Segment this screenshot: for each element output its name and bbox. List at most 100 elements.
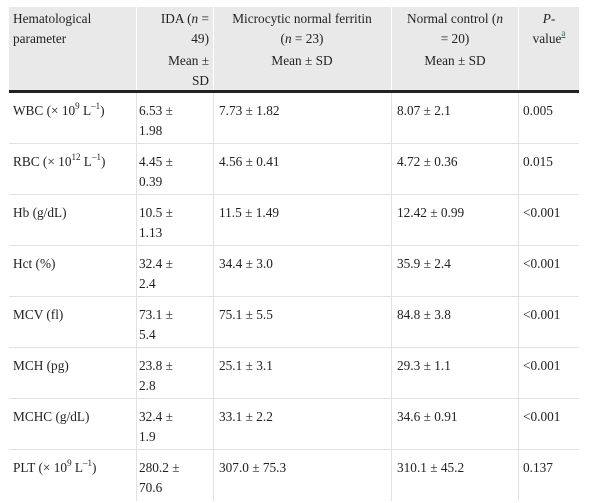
hematology-table: Hematological parameter IDA (n = 49) Mic… <box>9 7 579 501</box>
header-microcytic-paren: ( <box>280 30 285 46</box>
header-p-value: P- valuea <box>520 9 578 48</box>
parameter-unit: L <box>79 103 92 118</box>
table-row: Hct (%) 32.4 ± 2.4 34.4 ± 3.0 35.9 ± 2.4 <0.0… <box>9 246 579 297</box>
header-p-line1: P- <box>520 9 578 29</box>
header-microcytic-line2: (n = 23) <box>215 29 389 49</box>
ida-mean: 10.5 ± <box>139 205 173 220</box>
microcytic-value: 7.73 ± 1.82 <box>219 103 280 118</box>
ida-cell: 73.1 ± 5.4 <box>139 305 211 344</box>
header-parameter-line2: parameter <box>13 30 67 46</box>
header-parameter-line1: Hematological <box>13 11 92 26</box>
parameter-exponent: 9 <box>67 457 72 468</box>
microcytic-value: 34.4 ± 3.0 <box>219 256 273 271</box>
ida-sd: 0.39 <box>139 173 163 189</box>
ida-cell: 32.4 ± 1.9 <box>139 407 211 446</box>
ida-sd: 1.9 <box>139 428 156 444</box>
normal-control-value: 34.6 ± 0.91 <box>397 409 458 424</box>
ida-sd: 5.4 <box>139 326 156 342</box>
parameter-close: ) <box>100 154 106 169</box>
table-header: Hematological parameter IDA (n = 49) Mic… <box>9 7 579 90</box>
parameter-exponent: 9 <box>75 100 80 111</box>
p-value-cell: <0.001 <box>523 203 577 223</box>
microcytic-value: 25.1 ± 3.1 <box>219 358 273 373</box>
normal-control-cell: 84.8 ± 3.8 <box>397 305 517 325</box>
parameter-name: MCH (pg) <box>13 358 69 373</box>
microcytic-value: 33.1 ± 2.2 <box>219 409 273 424</box>
header-ida: IDA (n = 49) <box>139 9 209 48</box>
header-microcytic-count: = 23) <box>291 30 324 46</box>
parameter-cell: PLT (× 109 L–1) <box>13 458 133 478</box>
p-value-cell: 0.015 <box>523 152 577 172</box>
header-normal-text: Normal control ( <box>406 11 497 26</box>
normal-control-cell: 29.3 ± 1.1 <box>397 356 517 376</box>
p-value-cell: <0.001 <box>523 356 577 376</box>
p-value-cell: <0.001 <box>523 407 577 427</box>
header-p-line2: valuea <box>520 29 578 49</box>
table-row: PLT (× 109 L–1) 280.2 ± 70.6 307.0 ± 75.3 31… <box>9 450 579 501</box>
header-p-italic: P <box>542 11 551 26</box>
subheader-ida-line2: SD <box>192 72 209 88</box>
normal-control-cell: 12.42 ± 0.99 <box>397 203 517 223</box>
parameter-cell: MCV (fl) <box>13 305 133 325</box>
normal-control-value: 84.8 ± 3.8 <box>397 307 451 322</box>
ida-mean: 32.4 ± <box>139 409 173 424</box>
parameter-unit-exponent: –1 <box>91 151 101 162</box>
ida-cell: 23.8 ± 2.8 <box>139 356 211 395</box>
ida-mean: 6.53 ± <box>139 103 173 118</box>
parameter-cell: MCHC (g/dL) <box>13 407 133 427</box>
ida-sd: 70.6 <box>139 479 163 495</box>
parameter-name: WBC (× 10 <box>13 103 76 118</box>
normal-control-value: 29.3 ± 1.1 <box>397 358 451 373</box>
parameter-name: RBC (× 10 <box>13 154 72 169</box>
p-value: <0.001 <box>523 205 561 220</box>
table-row: MCH (pg) 23.8 ± 2.8 25.1 ± 3.1 29.3 ± 1.1 <0.… <box>9 348 579 399</box>
normal-control-value: 310.1 ± 45.2 <box>397 460 465 475</box>
ida-mean: 73.1 ± <box>139 307 173 322</box>
table-row: MCHC (g/dL) 32.4 ± 1.9 33.1 ± 2.2 34.6 ± 0.9… <box>9 399 579 450</box>
p-value: <0.001 <box>523 409 561 424</box>
microcytic-cell: 25.1 ± 3.1 <box>219 356 389 376</box>
p-value-cell: 0.005 <box>523 101 577 121</box>
parameter-cell: RBC (× 1012 L–1) <box>13 152 133 172</box>
subheader-normal: Mean ± SD <box>424 53 486 68</box>
parameter-exponent: 12 <box>71 151 81 162</box>
microcytic-cell: 4.56 ± 0.41 <box>219 152 389 172</box>
p-value: 0.015 <box>523 154 553 169</box>
parameter-unit: L <box>80 154 92 169</box>
parameter-name: Hct (%) <box>13 256 56 271</box>
normal-control-value: 35.9 ± 2.4 <box>397 256 451 271</box>
footnote-a-link[interactable]: a <box>561 28 566 39</box>
ida-mean: 4.45 ± <box>139 154 173 169</box>
microcytic-cell: 307.0 ± 75.3 <box>219 458 389 478</box>
header-p-value-text: value <box>532 30 562 46</box>
header-normal-line1: Normal control (n <box>393 9 517 29</box>
header-rule <box>9 90 579 93</box>
microcytic-value: 307.0 ± 75.3 <box>219 460 287 475</box>
microcytic-cell: 11.5 ± 1.49 <box>219 203 389 223</box>
p-value: 0.137 <box>523 460 553 475</box>
subheader-ida: Mean ± SD <box>139 51 209 90</box>
ida-cell: 32.4 ± 2.4 <box>139 254 211 293</box>
normal-control-cell: 4.72 ± 0.36 <box>397 152 517 172</box>
header-normal-n: n <box>496 11 503 26</box>
ida-cell: 280.2 ± 70.6 <box>139 458 211 497</box>
parameter-unit-exponent: –1 <box>91 100 101 111</box>
table-row: WBC (× 109 L–1) 6.53 ± 1.98 7.73 ± 1.82 8.07… <box>9 93 579 144</box>
microcytic-value: 75.1 ± 5.5 <box>219 307 273 322</box>
normal-control-value: 12.42 ± 0.99 <box>397 205 465 220</box>
normal-control-value: 8.07 ± 2.1 <box>397 103 451 118</box>
p-value-cell: <0.001 <box>523 254 577 274</box>
microcytic-cell: 34.4 ± 3.0 <box>219 254 389 274</box>
ida-sd: 2.4 <box>139 275 156 291</box>
parameter-name: PLT (× 10 <box>13 460 68 475</box>
table-row: RBC (× 1012 L–1) 4.45 ± 0.39 4.56 ± 0.41 4.7… <box>9 144 579 195</box>
header-ida-line1: IDA (n = <box>139 9 209 29</box>
header-ida-text: IDA ( <box>160 11 192 26</box>
p-value-cell: <0.001 <box>523 305 577 325</box>
header-microcytic-n: n <box>284 30 292 46</box>
subheader-ida-line1: Mean ± <box>168 53 209 68</box>
p-value: <0.001 <box>523 307 561 322</box>
normal-control-cell: 8.07 ± 2.1 <box>397 101 517 121</box>
header-microcytic-line1: Microcytic normal ferritin <box>232 11 372 26</box>
normal-control-cell: 310.1 ± 45.2 <box>397 458 517 478</box>
